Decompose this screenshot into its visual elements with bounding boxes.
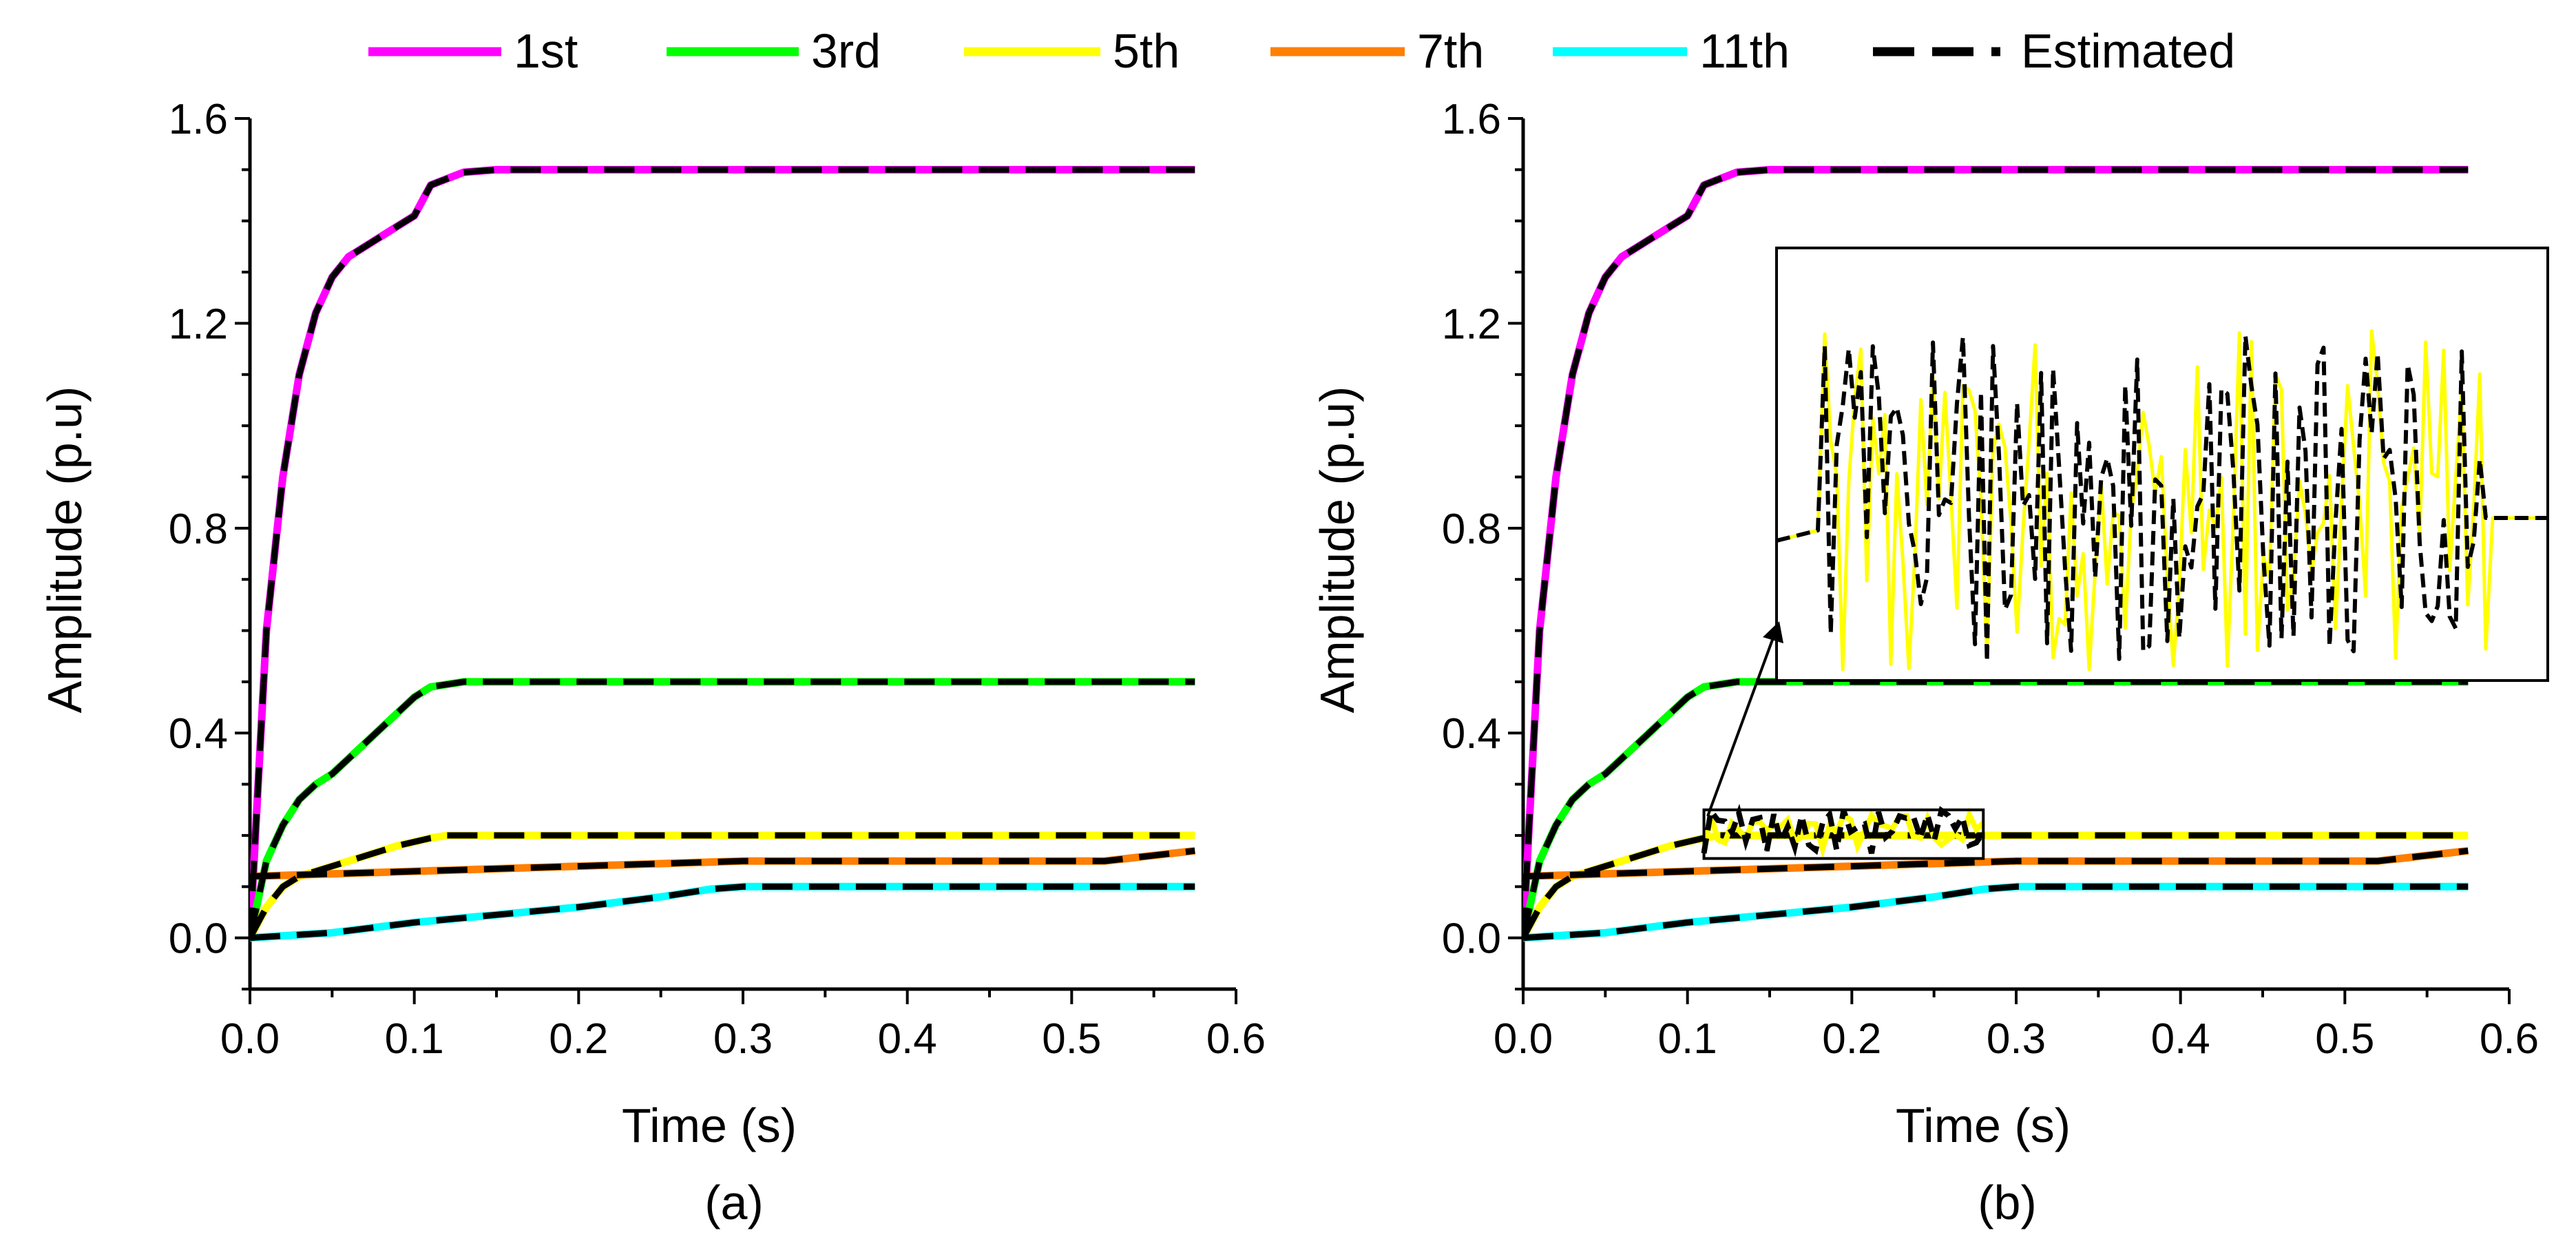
panel-b-inset-estimate xyxy=(1777,333,2548,664)
panel-a-x-tick-label: 0.5 xyxy=(1042,1015,1101,1063)
panel-a-x-tick-label: 0.3 xyxy=(713,1015,773,1063)
panel-a-series-1st xyxy=(250,165,1195,938)
panel-b-xlabel: Time (s) xyxy=(1896,1099,2071,1152)
panel-b-x-tick-label: 0.0 xyxy=(1494,1015,1553,1063)
panel-b-y-tick-label: 0.8 xyxy=(1442,506,1501,553)
legend-label-5th: 5th xyxy=(1113,24,1180,78)
panel-b-inset-plot xyxy=(1777,329,2548,672)
panel-a-estimate-5th xyxy=(250,832,1195,939)
panel-b-axes: 0.0 0.1 0.2 0.3 0.4 0.5 0.6 0.0 0.4 0.8 1.2 1.6 xyxy=(1442,96,2539,1063)
legend-label-1st: 1st xyxy=(514,24,578,78)
panel-b-inset xyxy=(1702,247,2549,860)
panel-a-estimate-11th xyxy=(250,883,1195,942)
panel-b-ylabel: Amplitude (p.u) xyxy=(1310,386,1364,714)
panel-a-xlabel: Time (s) xyxy=(622,1099,797,1152)
panel-b: 0.0 0.1 0.2 0.3 0.4 0.5 0.6 0.0 0.4 0.8 1.2 1.6 Tim… xyxy=(1310,96,2549,1229)
panel-b-series-3rd xyxy=(1523,678,2469,939)
panel-a-x-tick-label: 0.2 xyxy=(549,1015,608,1063)
panel-a-estimate-3rd xyxy=(250,678,1195,939)
panel-a-x-tick-label: 0.6 xyxy=(1206,1015,1266,1063)
panel-b-estimate-1st xyxy=(1523,166,2469,938)
panel-a-estimate-7th xyxy=(250,847,1195,880)
panel-b-x-tick-label: 0.3 xyxy=(1987,1015,2046,1063)
panel-b-y-tick-label: 0.0 xyxy=(1442,915,1501,963)
panel-a-estimate-1st xyxy=(250,166,1195,938)
panel-b-zoom-arrowhead xyxy=(1763,621,1783,643)
panel-a-y-tick-label: 1.2 xyxy=(169,300,228,348)
panel-b-estimate-11th xyxy=(1523,883,2469,942)
panel-b-y-tick-label: 1.2 xyxy=(1442,300,1501,348)
panel-b-x-tick-label: 0.4 xyxy=(2151,1015,2210,1063)
panel-b-x-tick-label: 0.1 xyxy=(1658,1015,1717,1063)
panel-a-axes: 0.0 0.1 0.2 0.3 0.4 0.5 0.6 0.0 0.4 0.8 1.2 1.6 xyxy=(169,96,1266,1063)
panel-a-y-tick-label: 1.6 xyxy=(169,96,228,143)
panel-b-series-11th xyxy=(1523,882,2469,942)
panel-b-x-tick-label: 0.5 xyxy=(2315,1015,2374,1063)
panel-b-subtitle: (b) xyxy=(1978,1176,2037,1229)
panel-a-subtitle: (a) xyxy=(704,1176,764,1229)
panel-a-y-tick-label: 0.4 xyxy=(169,710,228,758)
panel-a-series-11th xyxy=(250,882,1195,942)
legend: 1st 3rd 5th 7th 11th Estimated xyxy=(368,24,2235,78)
panel-a-x-tick-label: 0.1 xyxy=(385,1015,444,1063)
panel-a: 0.0 0.1 0.2 0.3 0.4 0.5 0.6 0.0 0.4 0.8 1.2 1.6 Tim… xyxy=(38,96,1266,1229)
panel-b-zoom-arrow xyxy=(1706,632,1777,817)
panel-b-y-tick-label: 0.4 xyxy=(1442,710,1501,758)
panel-a-series xyxy=(250,165,1195,942)
legend-label-7th: 7th xyxy=(1417,24,1484,78)
panel-a-x-tick-label: 0.4 xyxy=(878,1015,937,1063)
legend-label-11th: 11th xyxy=(1699,24,1790,78)
panel-a-x-tick-label: 0.0 xyxy=(220,1015,280,1063)
legend-label-estimated: Estimated xyxy=(2021,24,2235,78)
panel-b-y-tick-label: 1.6 xyxy=(1442,96,1501,143)
panel-a-ylabel: Amplitude (p.u) xyxy=(38,386,92,714)
panel-a-y-tick-label: 0.8 xyxy=(169,506,228,553)
panel-b-estimate-7th xyxy=(1523,847,2469,880)
panel-a-series-3rd xyxy=(250,678,1195,939)
legend-label-3rd: 3rd xyxy=(811,24,881,78)
panel-b-x-tick-label: 0.2 xyxy=(1822,1015,1881,1063)
panel-a-y-tick-label: 0.0 xyxy=(169,915,228,963)
panel-b-x-tick-label: 0.6 xyxy=(2480,1015,2539,1063)
panel-b-zoom-region xyxy=(1702,808,1985,860)
